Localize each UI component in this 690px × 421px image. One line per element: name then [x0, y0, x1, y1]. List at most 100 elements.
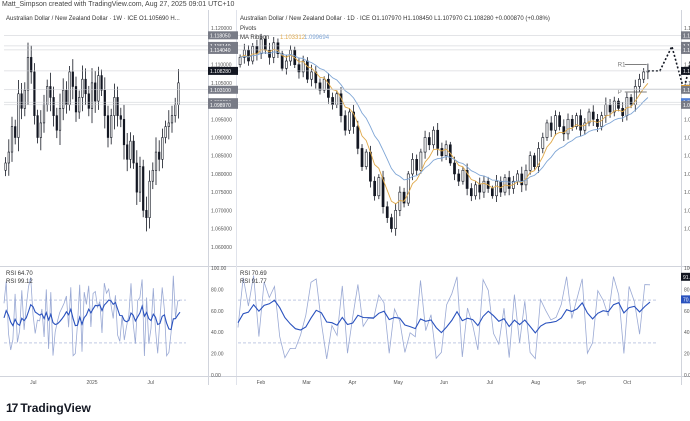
weekly-candle-body — [148, 180, 151, 218]
daily-candle-body — [415, 159, 419, 171]
daily-candle-body — [545, 122, 549, 138]
daily-candle-body — [360, 148, 364, 167]
daily-price-label: 1.118050 — [683, 33, 690, 39]
weekly-candle-body — [90, 82, 94, 109]
daily-ema-slow-line — [239, 51, 649, 183]
weekly-candle-body — [142, 166, 145, 211]
weekly-price-label-bg — [208, 66, 238, 75]
weekly-y-tick-label: 1.075000 — [211, 190, 232, 196]
weekly-y-tick-label: 1.095000 — [211, 117, 232, 123]
weekly-candle-body — [129, 140, 132, 160]
weekly-candle-body — [158, 151, 161, 160]
weekly-rsi-y-tick-label: 100.00 — [211, 266, 227, 272]
daily-rsi-y-tick-label: 0.00 — [684, 373, 690, 379]
daily-candle-body — [457, 173, 461, 182]
weekly-candle-body — [23, 89, 26, 109]
daily-candle-body — [238, 57, 242, 65]
daily-chart-title: Australian Dollar / New Zealand Dollar ·… — [240, 16, 550, 22]
weekly-candle-body — [122, 118, 126, 146]
weekly-candle-body — [97, 75, 100, 102]
daily-y-tick-label: 1.085000 — [684, 154, 690, 160]
daily-y-tick-label: 1.075000 — [684, 190, 690, 196]
daily-candle-body — [482, 180, 486, 193]
daily-candle-body — [276, 42, 280, 55]
daily-candle-body — [453, 162, 456, 175]
weekly-candle-body — [177, 82, 180, 106]
daily-rsi-legend-fast: RSI 91.77 — [240, 279, 267, 285]
daily-price-label-bg — [681, 45, 690, 54]
daily-candle-body — [474, 184, 477, 197]
weekly-candle-body — [58, 108, 62, 131]
daily-candle-body — [528, 155, 532, 171]
weekly-price-label-bg — [208, 85, 238, 94]
weekly-y-tick-label: 1.105000 — [211, 81, 232, 87]
weekly-candle-body — [106, 115, 110, 138]
weekly-price-pane: 1.1200001.1150001.1100001.1050001.100000… — [4, 16, 238, 386]
weekly-candle-body — [49, 86, 52, 98]
weekly-candle-body — [55, 115, 58, 131]
daily-candle-body — [436, 129, 440, 149]
weekly-y-tick-label: 1.085000 — [211, 154, 232, 160]
weekly-rsi-pane: 100.00 80.00 60.00 40.00 20.00 0.00 RSI 64.70 R… — [3, 266, 227, 379]
daily-price-label: 1.103100 — [683, 88, 690, 94]
daily-rsi-main-line — [237, 299, 651, 334]
weekly-price-label-bg — [208, 100, 238, 109]
daily-x-tick-label: Aug — [531, 380, 540, 386]
weekly-candle-body — [74, 86, 78, 113]
daily-candle-body — [478, 184, 482, 193]
daily-candle-body — [587, 111, 591, 124]
weekly-candle-body — [103, 89, 106, 116]
weekly-candle-body — [68, 71, 71, 106]
daily-ema-slow-value: 1.099694 — [304, 35, 330, 41]
weekly-candle-body — [62, 89, 65, 109]
daily-pivot-label: R1 — [618, 63, 626, 69]
weekly-rsi-y-tick-label: 40.00 — [211, 330, 224, 336]
weekly-candle-body — [132, 140, 135, 164]
weekly-candle-body — [151, 169, 154, 182]
weekly-price-label-bg — [208, 31, 238, 40]
weekly-rsi-y-tick-label: 60.00 — [211, 309, 224, 315]
daily-candle-body — [406, 173, 410, 204]
daily-price-pane: 1.1200001.1150001.1100001.1050001.100000… — [238, 16, 690, 386]
daily-y-tick-label: 1.070000 — [684, 208, 690, 214]
daily-candle-body — [638, 78, 641, 87]
daily-price-label: 1.108280 — [683, 69, 690, 75]
daily-x-tick-label: Sep — [577, 380, 586, 386]
daily-rsi-value-label: 70.69 — [683, 297, 690, 303]
daily-ema-fast-value: 1.103312 — [280, 35, 306, 41]
weekly-candle-body — [170, 115, 174, 124]
weekly-candle-body — [126, 144, 129, 160]
daily-candle-body — [537, 148, 540, 167]
daily-y-tick-label: 1.065000 — [684, 227, 690, 233]
daily-candle-body — [575, 115, 578, 127]
daily-y-tick-label: 1.105000 — [684, 81, 690, 87]
daily-x-tick-label: Feb — [257, 380, 266, 386]
daily-candle-body — [591, 111, 595, 120]
daily-x-tick-label: Jun — [440, 380, 448, 386]
weekly-candle-body — [110, 115, 113, 138]
weekly-price-label: 1.098970 — [210, 103, 231, 109]
daily-candle-body — [562, 126, 566, 135]
weekly-rsi-legend-main: RSI 64.70 — [6, 271, 33, 277]
daily-rsi-pane: 100.00 80.00 60.00 40.00 20.00 0.00 RSI 70.69 R… — [237, 266, 690, 379]
weekly-candle-body — [145, 210, 148, 218]
daily-pivot-label: P — [618, 90, 622, 96]
weekly-candle-body — [154, 151, 158, 171]
daily-candle-body — [335, 93, 339, 106]
daily-candle-body — [604, 104, 608, 116]
daily-candle-body — [520, 173, 524, 186]
daily-price-label-bg — [681, 66, 690, 75]
weekly-candle-body — [161, 137, 164, 160]
daily-candle-body — [423, 137, 427, 153]
daily-x-tick-label: Apr — [349, 380, 357, 386]
weekly-candle-body — [36, 115, 39, 138]
daily-candle-body — [495, 180, 498, 197]
weekly-rsi-main-line — [3, 299, 181, 331]
weekly-price-label: 1.108280 — [210, 69, 231, 75]
weekly-candle-body — [113, 97, 116, 116]
daily-rsi-y-tick-label: 20.00 — [684, 352, 690, 358]
weekly-candle-body — [167, 122, 170, 127]
daily-y-tick-label: 1.080000 — [684, 172, 690, 178]
daily-rsi-value-label-bg — [681, 295, 690, 304]
weekly-candles — [4, 42, 180, 232]
